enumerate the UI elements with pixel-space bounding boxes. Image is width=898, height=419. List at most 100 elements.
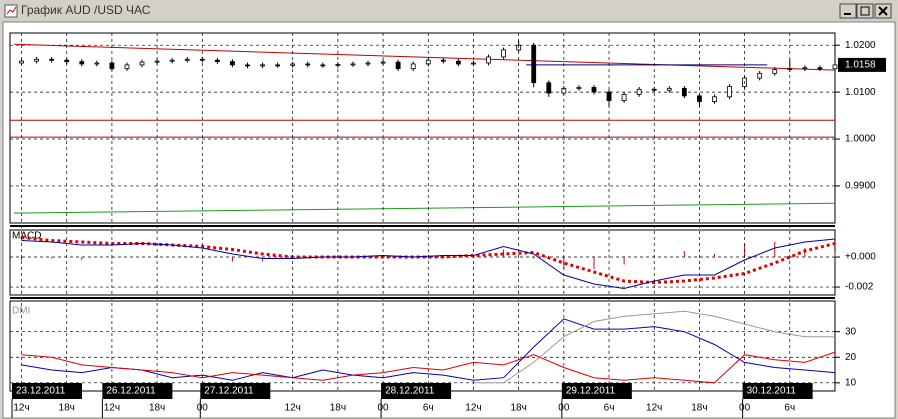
- candle-body: [380, 61, 386, 64]
- date-box: [742, 383, 813, 399]
- x-tick-label: 18ч: [59, 403, 75, 414]
- date-label: 26.12.2011: [106, 386, 156, 397]
- y-tick-label: 20: [845, 352, 857, 363]
- y-tick-label: 0.9900: [845, 181, 876, 192]
- candle-body: [666, 87, 672, 91]
- candle-body: [305, 63, 311, 66]
- candle-body: [124, 64, 130, 70]
- dmi-label: DMI: [12, 306, 30, 317]
- x-tick-label: 18ч: [691, 403, 707, 414]
- candle-body: [184, 58, 190, 61]
- candle-body: [49, 58, 55, 61]
- candle-body: [832, 64, 838, 70]
- candle-body: [712, 96, 717, 102]
- trend-line: [13, 43, 836, 71]
- date-label: 23.12.2011: [16, 386, 66, 397]
- candle-body: [501, 49, 506, 58]
- candle-body: [727, 86, 732, 98]
- window-title: График AUD /USD ЧАС: [21, 3, 151, 17]
- last-price-box: [838, 57, 886, 72]
- x-tick-label: 18ч: [149, 403, 165, 414]
- x-tick-label: 12ч: [104, 403, 120, 414]
- candle-body: [576, 87, 582, 89]
- candle-body: [275, 64, 281, 67]
- x-tick-label: 12ч: [285, 403, 301, 414]
- y-tick-label: 10: [845, 377, 857, 388]
- date-label: 30.12.2011: [747, 386, 797, 397]
- candle-body: [455, 60, 461, 65]
- candle-body: [621, 94, 627, 101]
- price-panel: [9, 32, 836, 224]
- x-tick-label: 12ч: [465, 403, 481, 414]
- window-icon-line: [6, 6, 17, 15]
- candle-body: [154, 60, 160, 63]
- candle-body: [636, 88, 642, 95]
- trend-line: [13, 202, 836, 214]
- candle-body: [681, 87, 687, 97]
- candle-body: [395, 61, 401, 70]
- last-price-label: 1.0158: [845, 60, 876, 71]
- x-tick-label: 12ч: [646, 403, 662, 414]
- minimize-button[interactable]: [839, 3, 857, 19]
- candle-body: [817, 67, 823, 70]
- candle-body: [320, 64, 326, 67]
- candle-body: [591, 87, 597, 93]
- x-tick-label: 00: [558, 403, 570, 414]
- y-tick-label: 1.0200: [845, 40, 876, 51]
- candle-body: [365, 62, 371, 65]
- date-label: 27.12.2011: [204, 386, 254, 397]
- x-tick-label: 18ч: [330, 403, 346, 414]
- date-box: [561, 383, 632, 399]
- chart-area: [2, 21, 896, 419]
- y-tick-label: +0.000: [845, 252, 876, 263]
- x-tick-label: 6ч: [423, 403, 434, 414]
- candle-body: [486, 56, 491, 64]
- x-tick-label: 6ч: [604, 403, 615, 414]
- candle-body: [34, 58, 39, 62]
- x-tick-label: 6ч: [784, 403, 795, 414]
- candle-body: [531, 44, 537, 84]
- maximize-icon: [860, 6, 870, 16]
- x-tick-label: 00: [197, 403, 209, 414]
- title-bar: [2, 2, 896, 20]
- candle-body: [350, 63, 356, 66]
- date-box: [12, 383, 82, 399]
- y-tick-label: 30: [845, 326, 857, 337]
- candle-body: [772, 69, 778, 74]
- x-tick-label: 12ч: [13, 403, 29, 414]
- candle-body: [260, 64, 265, 67]
- candle-body: [245, 64, 250, 67]
- candle-body: [94, 62, 100, 65]
- candle-body: [410, 63, 416, 70]
- y-tick-label: -0.002: [845, 282, 874, 293]
- candle-body: [440, 59, 446, 62]
- candle-body: [19, 60, 24, 64]
- candle-body: [757, 72, 763, 79]
- candle-body: [546, 82, 552, 94]
- maximize-button[interactable]: [856, 3, 874, 19]
- y-tick-label: 1.0000: [845, 134, 876, 145]
- date-box: [102, 383, 173, 399]
- macd-panel: [9, 229, 836, 296]
- window-buttons: [839, 3, 892, 19]
- close-icon: [878, 6, 888, 16]
- candle-body: [64, 59, 70, 63]
- x-tick-label: 00: [739, 403, 751, 414]
- candle-body: [169, 59, 175, 62]
- date-label: 29.12.2011: [566, 386, 616, 397]
- candle-body: [139, 61, 145, 66]
- candle-body: [214, 59, 220, 63]
- x-tick-label: 00: [378, 403, 390, 414]
- date-box: [381, 383, 452, 399]
- y-tick-label: 1.0100: [845, 87, 876, 98]
- macd-label: MACD: [12, 231, 41, 242]
- x-tick-label: 18ч: [510, 403, 526, 414]
- indicator-line: [473, 310, 835, 384]
- candle-body: [230, 61, 235, 66]
- candle-body: [802, 67, 808, 70]
- date-label: 28.12.2011: [385, 386, 435, 397]
- candle-body: [79, 61, 85, 65]
- date-box: [200, 383, 271, 399]
- indicator-line: [21, 318, 836, 381]
